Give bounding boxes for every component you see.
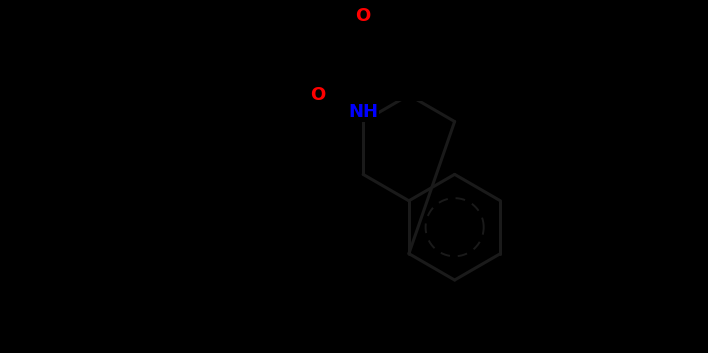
Text: O: O [309, 86, 325, 104]
Text: O: O [355, 7, 371, 25]
Text: NH: NH [348, 103, 378, 121]
